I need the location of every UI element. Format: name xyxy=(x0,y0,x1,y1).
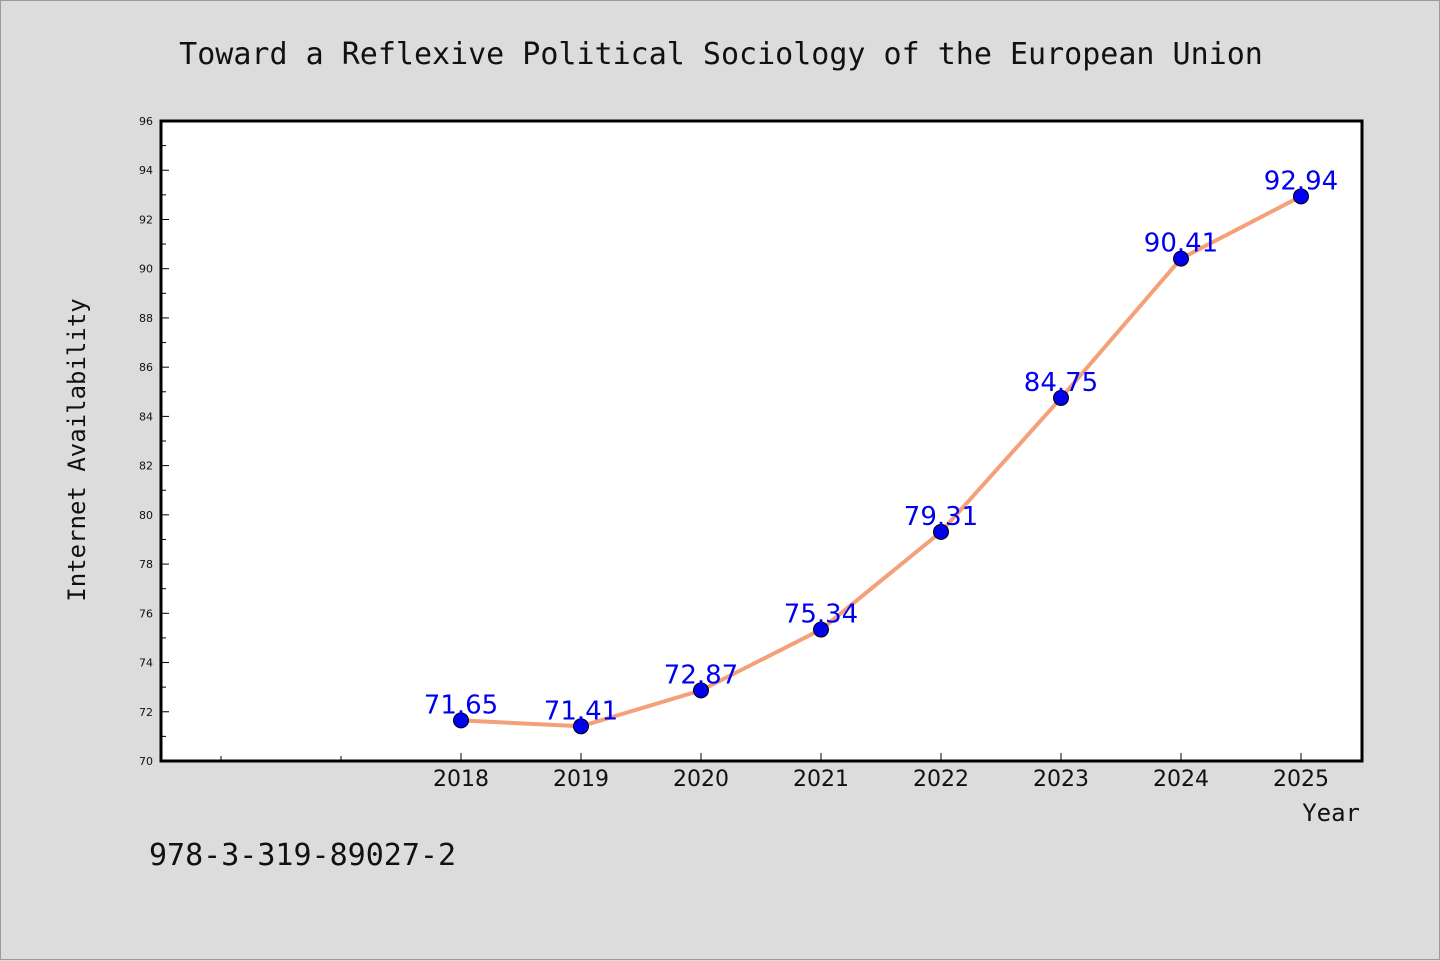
data-point xyxy=(573,718,589,735)
y-tick-label: 82 xyxy=(139,460,153,473)
data-label: 79.31 xyxy=(904,502,978,532)
series-line xyxy=(459,194,1303,729)
series-layer: 71.65 71.41 72.87 75.34 79.31 84.75 90.41 92.94 xyxy=(424,166,1338,735)
y-tick-label: 70 xyxy=(139,755,153,768)
x-tick-label: 2021 xyxy=(793,767,849,792)
data-label: 84.75 xyxy=(1024,368,1098,398)
x-tick-label: 2020 xyxy=(673,767,729,792)
y-tick-label: 74 xyxy=(139,657,153,670)
x-tick-label: 2025 xyxy=(1273,767,1329,792)
plot-frame xyxy=(159,119,1364,763)
plot-area xyxy=(161,121,1362,761)
data-label: 92.94 xyxy=(1264,166,1338,196)
data-point xyxy=(1173,250,1189,267)
x-tick-label: 2022 xyxy=(913,767,969,792)
x-tick-label: 2018 xyxy=(433,767,489,792)
data-point xyxy=(1293,188,1309,205)
y-tick-label: 86 xyxy=(139,361,153,374)
isbn-caption: 978-3-319-89027-2 xyxy=(149,838,456,873)
data-label: 71.41 xyxy=(544,696,618,726)
y-axis-ticks: 70 72 74 76 78 80 82 84 86 88 90 92 94 96 xyxy=(139,115,169,768)
y-tick-label: 92 xyxy=(139,213,153,226)
data-label: 75.34 xyxy=(784,600,858,630)
x-tick-label: 2024 xyxy=(1153,767,1209,792)
data-point xyxy=(813,621,829,638)
y-tick-label: 90 xyxy=(139,263,153,276)
y-tick-label: 88 xyxy=(139,312,153,325)
x-tick-label: 2023 xyxy=(1033,767,1089,792)
y-tick-label: 80 xyxy=(139,509,153,522)
data-label: 72.87 xyxy=(664,660,738,690)
x-tick-label: 2019 xyxy=(553,767,609,792)
data-label: 90.41 xyxy=(1144,229,1218,259)
x-axis-ticks: 2018 2019 2020 2021 2022 2023 2024 2025 xyxy=(220,753,1329,792)
y-tick-label: 76 xyxy=(139,607,153,620)
y-tick-label: 96 xyxy=(139,115,153,128)
data-point xyxy=(453,712,469,729)
y-tick-label: 84 xyxy=(139,410,153,423)
y-tick-label: 78 xyxy=(139,558,153,571)
data-point xyxy=(693,682,709,699)
chart-title: Toward a Reflexive Political Sociology o… xyxy=(179,37,1263,72)
data-point xyxy=(933,523,949,540)
data-label: 71.65 xyxy=(424,690,498,720)
x-axis-label: Year xyxy=(1302,799,1360,827)
y-axis-label: Internet Availability xyxy=(63,298,91,601)
data-point xyxy=(1053,389,1069,406)
y-tick-label: 72 xyxy=(139,706,153,719)
y-tick-label: 94 xyxy=(139,164,153,177)
